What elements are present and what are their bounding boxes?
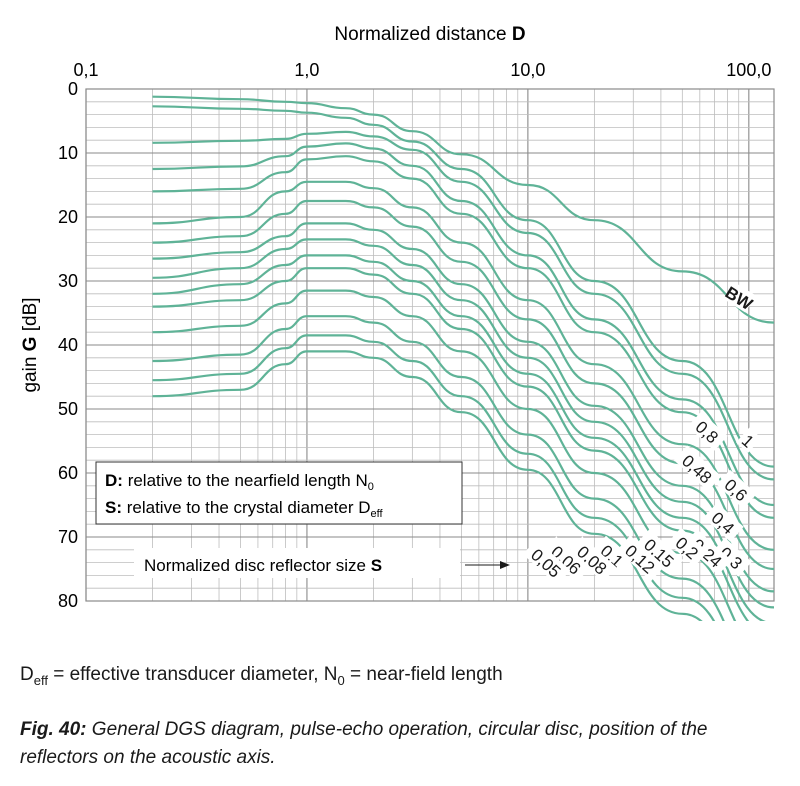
y-tick-label: 40 [58,335,78,355]
curve-0-2 [152,238,774,609]
y-tick-label: 50 [58,399,78,419]
figure-caption: Fig. 40: General DGS diagram, pulse-echo… [20,719,708,768]
curve-0-48 [152,155,774,519]
curve-0-3 [152,199,774,571]
x-tick-label: 10,0 [510,60,545,80]
curve-0-24 [152,222,774,593]
svg-text:BW: BW [722,283,757,315]
y-tick-label: 60 [58,463,78,483]
x-axis-title: Normalized distance D [334,24,525,45]
x-tick-label: 1,0 [294,60,319,80]
annotation-background [134,548,460,578]
y-tick-label: 30 [58,271,78,291]
legend-line-d: D: relative to the nearfield length N0 [105,471,374,493]
x-tick-label: 100,0 [726,60,771,80]
curve-0-6 [152,142,774,507]
y-tick-label: 70 [58,527,78,547]
chart-axes: 0,1 1,0 10,0 100,0 0 10 20 30 40 50 60 70 80 [58,60,771,611]
legend-line-s: S: relative to the crystal diameter Deff [105,498,383,520]
curve-0-4 [152,180,774,551]
dgs-chart: 0,1 1,0 10,0 100,0 0 10 20 30 40 50 60 70 80 Normali… [20,24,775,621]
curve-0-05 [152,350,703,621]
curve-0-8 [152,130,774,481]
annotation-arrow-head [500,561,510,569]
series-label: 1 [736,427,762,454]
curve-1 [152,105,774,468]
plot-frame [85,88,775,602]
x-tick-label: 0,1 [73,60,98,80]
footnote: Deff = effective transducer diameter, N0… [20,664,503,688]
annotation-text: Normalized disc reflector size S [144,556,382,575]
legend-box [95,461,463,525]
y-tick-label: 10 [58,143,78,163]
y-tick-label: 80 [58,591,78,611]
curve-0-15 [152,254,766,621]
y-tick-label: 20 [58,207,78,227]
y-tick-label: 0 [68,79,78,99]
curve-bw [152,95,774,324]
y-axis-title: gain G [dB] [20,297,41,392]
curve-0-12 [152,267,750,621]
